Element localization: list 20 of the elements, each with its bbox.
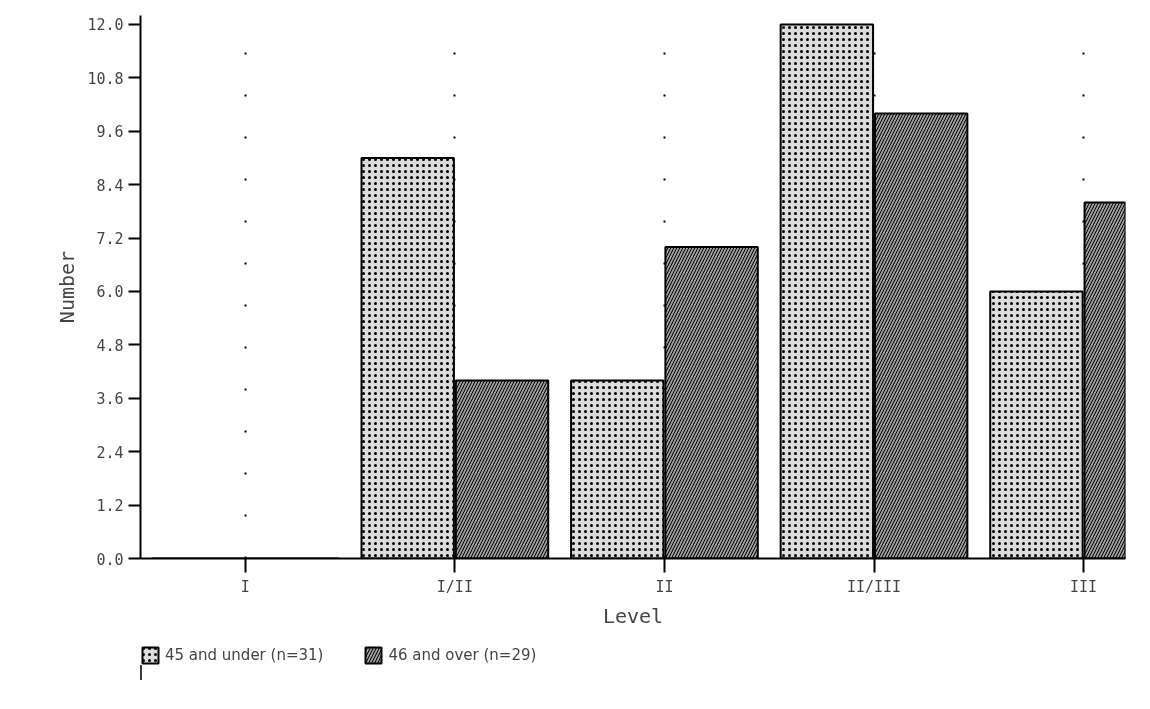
x-tick-label: II/III <box>846 577 902 596</box>
x-tick-label: II <box>655 577 674 596</box>
y-tick-label: 0.0 <box>96 550 124 569</box>
y-tick-label: 6.0 <box>96 283 124 302</box>
y-axis-title: Number <box>55 250 80 324</box>
y-tick-label: 2.4 <box>96 443 124 462</box>
y-tick-label: 12.0 <box>87 16 124 35</box>
x-axis-title: Level <box>602 603 664 628</box>
y-tick-label: 1.2 <box>96 497 124 516</box>
x-tick-label: I <box>240 577 250 596</box>
y-tick-label: 10.8 <box>87 69 124 88</box>
y-tick-label: 3.6 <box>96 390 124 409</box>
y-tick-label: 4.8 <box>96 336 124 355</box>
legend-label: 45 and under (n=31) <box>165 646 324 664</box>
x-tick-label: I/II <box>436 577 473 596</box>
legend-label: 46 and over (n=29) <box>388 646 537 664</box>
x-tick-label: III <box>1070 577 1098 596</box>
y-tick-label: 7.2 <box>96 230 124 249</box>
y-tick-label: 9.6 <box>96 123 124 142</box>
y-tick-label: 8.4 <box>96 176 124 195</box>
